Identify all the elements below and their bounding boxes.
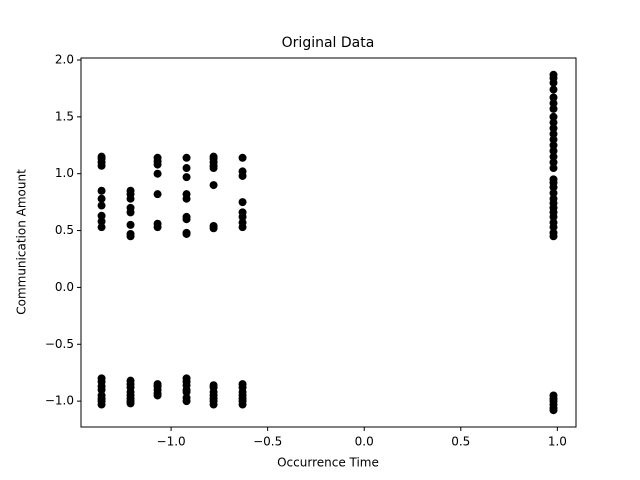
point [153,190,162,199]
y-tick-label: −1.0 [45,394,74,408]
point [126,220,135,229]
point [97,211,106,220]
point [97,217,106,226]
point [97,186,106,195]
point [549,164,558,173]
point [209,181,218,190]
point [549,141,558,150]
x-tick-label: −0.5 [253,435,282,449]
point [549,406,558,415]
point [238,400,247,409]
point [549,232,558,241]
point [97,385,106,394]
x-axis-label: Occurrence Time [277,456,379,470]
point [209,400,218,409]
y-tick-label: 0.0 [55,280,74,294]
y-tick-label: 0.5 [55,223,74,237]
point [238,153,247,162]
point [549,183,558,192]
point [209,224,218,233]
point [549,189,558,198]
point [97,201,106,210]
point [549,146,558,155]
chart-title: Original Data [282,35,375,51]
y-tick-label: −0.5 [45,337,74,351]
plot-frame [80,57,577,428]
point [182,153,191,162]
point [97,194,106,203]
point [182,388,191,397]
point [549,158,558,167]
y-tick-label: 1.5 [55,109,74,123]
point [153,223,162,232]
point [238,171,247,180]
point [549,223,558,232]
point [549,152,558,161]
x-tick-label: 0.5 [451,435,470,449]
point [238,198,247,207]
x-tick-label: 1.0 [548,435,567,449]
point [549,112,558,121]
point [153,160,162,169]
point [182,164,191,173]
point [182,194,191,203]
point [549,129,558,138]
point [549,99,558,108]
point [238,212,247,221]
point [97,161,106,170]
point [549,78,558,87]
point [549,124,558,133]
point [126,232,135,241]
point [126,399,135,408]
point [182,173,191,182]
x-tick-label: 0.0 [355,435,374,449]
y-tick-label: 2.0 [55,52,74,66]
point [153,169,162,178]
point [549,104,558,113]
point [153,391,162,400]
point [549,118,558,127]
point [549,93,558,102]
x-tick-label: −1.0 [157,435,186,449]
y-axis-label: Communication Amount [15,169,29,315]
point [182,215,191,224]
point [238,223,247,232]
point [549,135,558,144]
point [97,223,106,232]
point [182,229,191,238]
point [549,212,558,221]
y-tick-label: 1.0 [55,166,74,180]
point [126,208,135,217]
point [182,397,191,406]
point [97,400,106,409]
point [549,85,558,94]
point [209,164,218,173]
point [126,194,135,203]
